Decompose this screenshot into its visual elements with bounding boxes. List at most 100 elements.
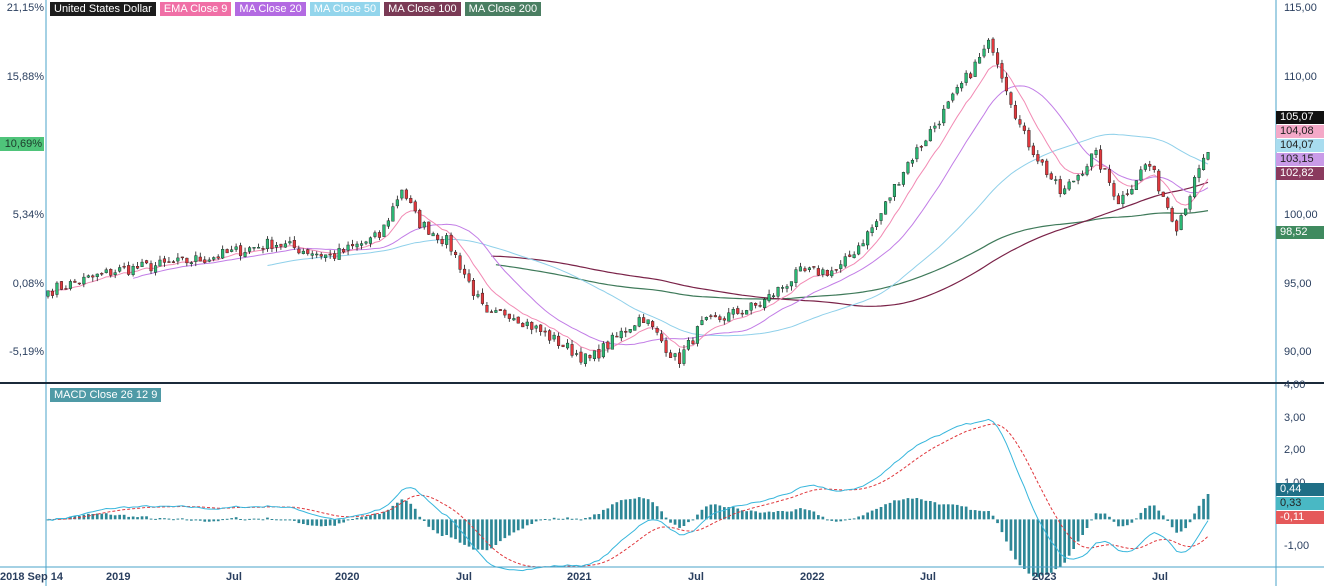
candle-body [413, 201, 417, 212]
candle-body [153, 265, 158, 273]
legend-macd[interactable]: MACD Close 26 12 9 [50, 388, 162, 402]
candle-body [409, 197, 413, 203]
candle-body [135, 266, 140, 269]
macd-histogram-bar [198, 519, 202, 521]
macd-histogram-bar [243, 519, 247, 521]
macd-histogram-bar [440, 519, 444, 536]
macd-histogram-bar [964, 506, 968, 520]
macd-histogram-bar [602, 509, 605, 520]
ma200-line [495, 210, 1209, 300]
candle-body [454, 251, 458, 256]
macd-histogram-bar [1166, 519, 1170, 521]
legend-ma-close-200[interactable]: MA Close 200 [464, 2, 542, 16]
macd-histogram-bar [776, 511, 780, 520]
macd-histogram-bar [391, 505, 395, 520]
candle-body [1107, 169, 1111, 183]
last-price-badge: 105,07 [1276, 111, 1324, 124]
macd-histogram-bar [100, 513, 104, 520]
macd-histogram-bar [1206, 494, 1210, 520]
candle-body [987, 39, 991, 49]
candle-body [628, 329, 632, 333]
legend-ma-close-50[interactable]: MA Close 50 [309, 2, 381, 16]
candle-body [772, 295, 776, 297]
macd-histogram-bar [611, 504, 614, 520]
candle-body [700, 320, 704, 325]
candle-body [1121, 194, 1125, 205]
macd-histogram-bar [785, 511, 789, 520]
macd-histogram-bar [302, 519, 305, 524]
candle-body [476, 294, 480, 297]
macd-histogram-bar [803, 509, 807, 520]
macd-histogram-bar [548, 519, 551, 521]
macd-histogram-bar [669, 519, 672, 523]
candle-body [364, 241, 368, 244]
macd-histogram-bar [154, 518, 157, 520]
macd-histogram-bar [682, 519, 686, 526]
macd-histogram-bar [163, 518, 166, 520]
macd-histogram-bar [1135, 518, 1138, 520]
macd-histogram-bar [1085, 519, 1089, 528]
candle-body [1072, 180, 1076, 183]
candle-body [109, 269, 113, 276]
candle-body [1040, 159, 1044, 163]
time-axis-tick: 2020 [335, 571, 360, 583]
candle-body [996, 52, 1000, 65]
candle-body [722, 318, 726, 321]
macd-histogram-bar [942, 504, 946, 520]
macd-histogram-bar [252, 518, 256, 520]
candle-body [270, 239, 274, 249]
macd-histogram-bar [552, 517, 556, 520]
candle-body [866, 231, 870, 246]
macd-histogram-badge: -0,11 [1276, 511, 1324, 524]
legend-ma-close-20[interactable]: MA Close 20 [235, 2, 306, 16]
candle-body [852, 254, 856, 258]
candle-body [292, 239, 296, 248]
macd-histogram-bar [687, 519, 690, 523]
macd-histogram-bar [615, 502, 619, 520]
candle-body [1206, 152, 1210, 160]
candle-body [758, 305, 762, 307]
macd-histogram-bar [597, 514, 601, 520]
price-axis-tick: 110,00 [1284, 71, 1317, 83]
candle-body [140, 261, 144, 267]
macd-histogram-bar [539, 519, 542, 521]
candle-body [113, 272, 117, 276]
candle-body [521, 323, 525, 328]
candle-body [55, 282, 59, 295]
macd-signal-badge: 0,33 [1276, 497, 1324, 510]
legend-united-states-dollar[interactable]: United States Dollar [50, 2, 156, 16]
candle-body [422, 221, 426, 228]
candle-body [391, 206, 395, 222]
candle-body [839, 264, 843, 269]
macd-histogram-bar [337, 519, 341, 524]
macd-histogram-bar [655, 506, 659, 520]
candle-body [238, 245, 243, 257]
candle-body [933, 125, 937, 129]
macd-histogram-bar [924, 500, 928, 520]
macd-histogram-bar [324, 519, 327, 526]
macd-histogram-bar [109, 514, 113, 520]
candle-body [225, 249, 229, 254]
macd-histogram-bar [413, 508, 417, 520]
legend-ma-close-100[interactable]: MA Close 100 [384, 2, 461, 16]
macd-histogram-bar [319, 519, 323, 527]
candle-body [355, 243, 359, 248]
macd-histogram-bar [422, 519, 426, 521]
macd-histogram-bar [297, 519, 301, 524]
macd-histogram-bar [870, 510, 874, 520]
candle-body [964, 72, 968, 83]
candle-body [301, 250, 305, 254]
candle-body [660, 333, 664, 342]
candle-body [713, 315, 717, 318]
legend-ema-close-9[interactable]: EMA Close 9 [159, 2, 232, 16]
candle-body [601, 343, 605, 358]
candle-body [395, 199, 399, 207]
candle-body [431, 233, 435, 237]
macd-histogram-bar [543, 519, 547, 520]
macd-histogram-bar [843, 519, 847, 521]
macd-histogram-bar [95, 513, 99, 520]
moving-average-lines [47, 65, 1209, 353]
candle-body [230, 249, 234, 252]
macd-histogram-bar [763, 512, 766, 520]
candle-body [118, 267, 122, 272]
